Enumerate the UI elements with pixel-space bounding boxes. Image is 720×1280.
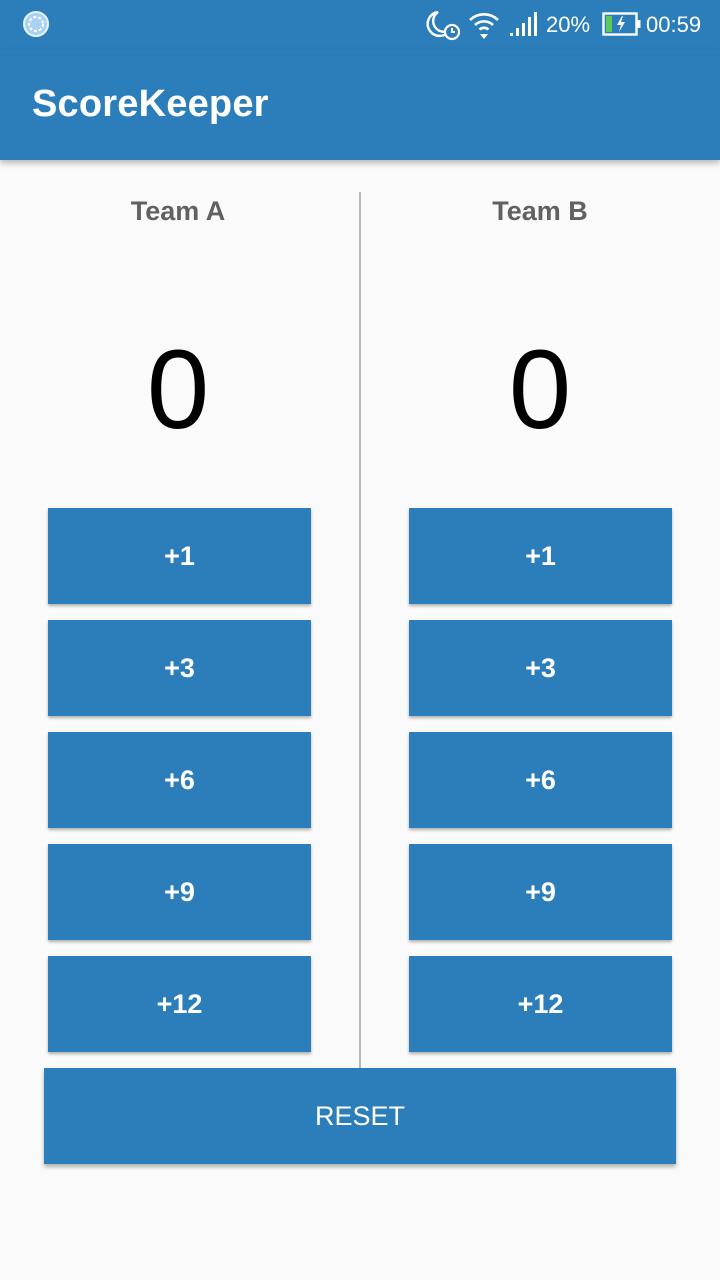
team-a-plus-12-button[interactable]: +12 [48, 956, 311, 1052]
team-b-plus-9-button[interactable]: +9 [409, 844, 672, 940]
status-bar: 20% 00:59 [0, 0, 720, 50]
app-bar: ScoreKeeper [0, 50, 720, 160]
team-b-plus-12-button[interactable]: +12 [409, 956, 672, 1052]
clock: 00:59 [646, 12, 702, 37]
wifi-icon [469, 13, 499, 39]
app-title: ScoreKeeper [32, 83, 269, 125]
column-divider [359, 192, 361, 1068]
team-b-plus-1-button[interactable]: +1 [409, 508, 672, 604]
team-a-plus-3-button[interactable]: +3 [48, 620, 311, 716]
sync-icon [23, 11, 49, 37]
team-a-plus-9-button[interactable]: +9 [48, 844, 311, 940]
team-b-plus-3-button[interactable]: +3 [409, 620, 672, 716]
team-b-plus-6-button[interactable]: +6 [409, 732, 672, 828]
team-a-plus-1-button[interactable]: +1 [48, 508, 311, 604]
night-mode-alarm-icon [426, 10, 461, 41]
battery-charging-icon [602, 12, 641, 36]
battery-percent: 20% [546, 12, 591, 37]
signal-icon [510, 12, 537, 36]
team-a-score: 0 [146, 327, 210, 452]
team-b-label: Team B [492, 196, 588, 226]
team-a-label: Team A [130, 196, 226, 226]
team-a-plus-6-button[interactable]: +6 [48, 732, 311, 828]
reset-button[interactable]: RESET [44, 1068, 676, 1164]
team-b-score: 0 [508, 327, 572, 452]
